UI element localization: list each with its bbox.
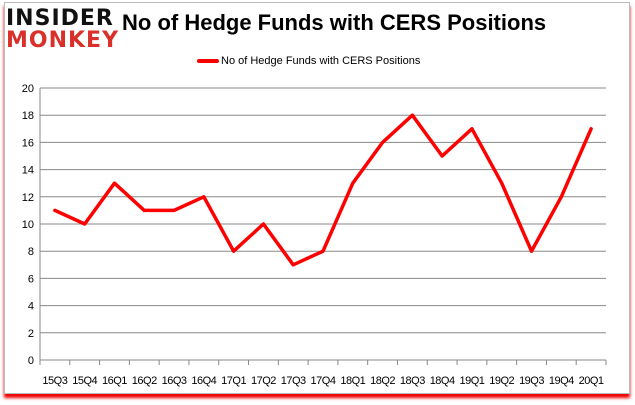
data-point: [530, 249, 534, 253]
data-point: [172, 208, 176, 212]
x-tick-label: 18Q2: [370, 375, 395, 387]
data-point: [381, 140, 385, 144]
chart-frame: [4, 2, 630, 394]
legend: No of Hedge Funds with CERS Positions: [197, 55, 420, 67]
data-point: [202, 195, 206, 199]
data-point: [410, 113, 414, 117]
data-point: [83, 222, 87, 226]
x-tick-label: 19Q1: [459, 375, 484, 387]
data-point: [500, 181, 504, 185]
data-point: [142, 208, 146, 212]
x-tick-label: 19Q3: [519, 375, 544, 387]
insider-monkey-logo: INSIDER MONKEY: [6, 8, 119, 52]
y-tick-label: 4: [28, 301, 34, 313]
series-line: [53, 113, 593, 267]
x-tick-label: 16Q3: [162, 375, 187, 387]
x-tick-label: 18Q3: [400, 375, 425, 387]
x-tick-label: 17Q1: [221, 375, 246, 387]
x-tick-label: 17Q4: [311, 375, 336, 387]
y-tick-label: 8: [28, 246, 34, 258]
data-point: [291, 263, 295, 267]
y-tick-label: 14: [22, 165, 34, 177]
legend-swatch: [197, 59, 219, 63]
x-tick-label: 18Q4: [430, 375, 455, 387]
x-tick-label: 19Q2: [489, 375, 514, 387]
x-tick-label: 15Q3: [42, 375, 67, 387]
y-tick-label: 10: [22, 219, 34, 231]
data-point: [53, 208, 57, 212]
x-tick-label: 17Q3: [281, 375, 306, 387]
y-tick-label: 12: [22, 192, 34, 204]
y-tick-label: 18: [22, 110, 34, 122]
legend-label: No of Hedge Funds with CERS Positions: [221, 55, 421, 67]
y-tick-label: 16: [22, 137, 34, 149]
data-point: [261, 222, 265, 226]
chart-title: No of Hedge Funds with CERS Positions: [122, 10, 547, 35]
x-tick-label: 19Q4: [549, 375, 574, 387]
data-point: [321, 249, 325, 253]
data-point: [470, 127, 474, 131]
data-point: [589, 127, 593, 131]
x-tick-label: 16Q4: [191, 375, 216, 387]
data-point: [232, 249, 236, 253]
logo-line1: INSIDER: [6, 6, 114, 31]
x-tick-label: 17Q2: [251, 375, 276, 387]
x-tick-label: 18Q1: [340, 375, 365, 387]
x-tick-label: 15Q4: [72, 375, 97, 387]
y-tick-label: 20: [22, 83, 34, 95]
logo-line2: MONKEY: [6, 28, 120, 53]
data-point: [559, 195, 563, 199]
y-tick-label: 2: [28, 328, 34, 340]
data-point: [351, 181, 355, 185]
x-tick-label: 16Q1: [102, 375, 127, 387]
x-tick-label: 16Q2: [132, 375, 157, 387]
y-tick-label: 6: [28, 273, 34, 285]
data-point: [440, 154, 444, 158]
x-tick-label: 20Q1: [579, 375, 604, 387]
data-point: [112, 181, 116, 185]
y-tick-label: 0: [28, 355, 34, 367]
